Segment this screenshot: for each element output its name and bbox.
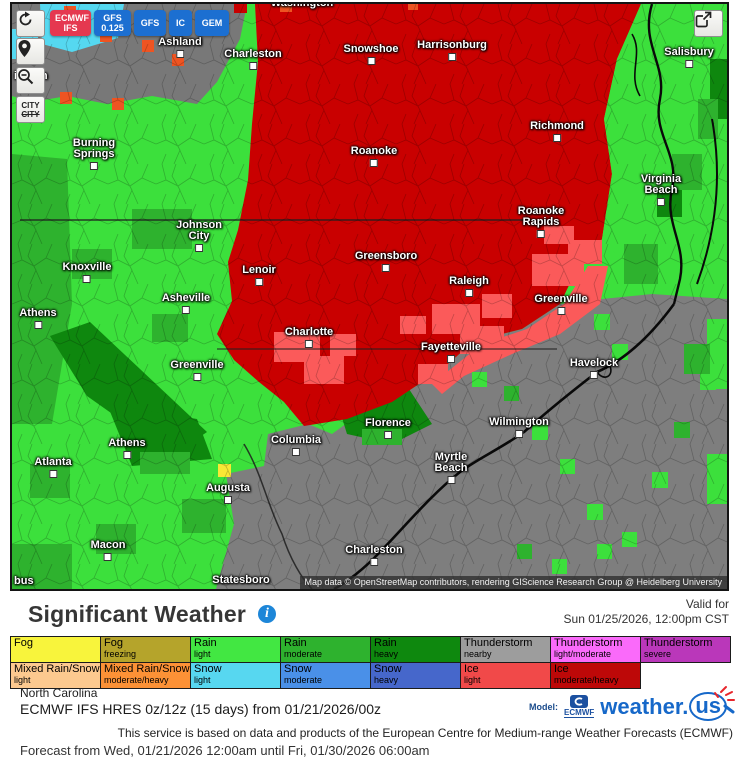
forecast-range-text: Forecast from Wed, 01/21/2026 12:00am un…	[20, 743, 430, 758]
model-button-ecmwf-ifs[interactable]: ECMWF IFS	[50, 10, 91, 36]
model-button-gem[interactable]: GEM	[195, 10, 229, 36]
share-button[interactable]	[694, 10, 723, 37]
county-borders-texture	[12, 4, 727, 589]
ecmwf-logo-text: ECMWF	[564, 708, 595, 718]
model-button-gfs[interactable]: GFS	[134, 10, 166, 36]
legend-cell: Mixed Rain/Snow moderate/heavy	[100, 662, 191, 689]
legend-title: Significant Weather	[28, 601, 247, 627]
legend-cell: Snow heavy	[370, 662, 461, 689]
brand-block: Model: ECMWF weather. us	[529, 686, 735, 721]
legend-cell: Thunderstorm light/moderate	[550, 636, 641, 663]
legend-cell: Rain heavy	[370, 636, 461, 663]
legend-cell: Snow moderate	[280, 662, 371, 689]
legend-cell: Rain moderate	[280, 636, 371, 663]
region-name: North Carolina	[20, 686, 98, 700]
map-canvas	[12, 4, 727, 589]
legend-cell: Thunderstorm severe	[640, 636, 731, 663]
zoom-out-button[interactable]	[16, 67, 45, 94]
refresh-button[interactable]	[16, 10, 45, 37]
legend-cell: Ice moderate/heavy	[550, 662, 641, 689]
model-selector-bar: ECMWF IFS GFS 0.125 GFS IC GEM	[50, 10, 229, 36]
valid-for-label: Valid for	[685, 597, 729, 611]
city-labels-toggle-button[interactable]: CITY CITY	[16, 96, 45, 123]
model-label: Model:	[529, 701, 559, 712]
valid-time-block: Valid for Sun 01/25/2026, 12:00pm CST	[564, 597, 729, 627]
map-attribution: Map data © OpenStreetMap contributors, r…	[299, 576, 727, 589]
weather-us-logo[interactable]: weather. us	[600, 686, 735, 721]
info-icon[interactable]: i	[258, 605, 276, 623]
legend-cell: Snow light	[190, 662, 281, 689]
legend-color-table: Fog Fog freezing Rain light Rain moderate Rain h…	[10, 636, 731, 689]
weather-map[interactable]: Washington Ashland Charleston Snowshoe Harri…	[10, 2, 729, 591]
locate-button[interactable]	[16, 38, 45, 65]
city-toggle-on-label: CITY	[21, 100, 40, 110]
legend-cell: Ice light	[460, 662, 551, 689]
model-button-gfs-0125[interactable]: GFS 0.125	[94, 10, 131, 36]
legend-cell: Rain light	[190, 636, 281, 663]
city-toggle-off-label: CITY	[21, 109, 40, 119]
ecmwf-logo[interactable]: ECMWF	[564, 695, 595, 718]
legend-cell: Mixed Rain/Snow light	[10, 662, 101, 689]
legend-cell: Fog freezing	[100, 636, 191, 663]
model-button-ic[interactable]: IC	[169, 10, 192, 36]
legend-cell: Thunderstorm nearby	[460, 636, 551, 663]
ecmwf-logo-icon	[570, 695, 589, 708]
magnifier-sparkle-icon	[714, 686, 735, 714]
model-run-text: ECMWF IFS HRES 0z/12z (15 days) from 01/…	[20, 701, 382, 717]
legend-cell: Fog	[10, 636, 101, 663]
disclaimer-text: This service is based on data and produc…	[117, 726, 733, 740]
valid-time-value: Sun 01/25/2026, 12:00pm CST	[563, 612, 729, 626]
legend-cell-empty	[640, 662, 731, 689]
brand-prefix: weather.	[600, 693, 689, 719]
